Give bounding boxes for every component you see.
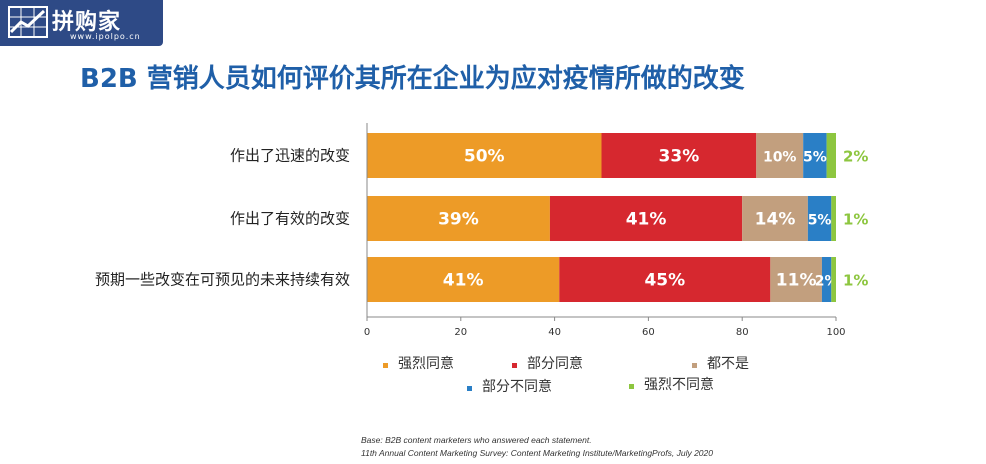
category-label: 预期一些改变在可预见的未来持续有效 [95,271,350,289]
logo-title: 拼购家 [52,10,122,35]
legend-label: 部分同意 [527,355,583,372]
legend-swatch [692,363,697,368]
data-label: 39% [438,210,479,230]
bar-segment [756,133,804,178]
data-label: 5% [803,150,827,166]
bar-segment [831,257,836,302]
data-label: 41% [443,271,484,291]
bar-segment [803,133,827,178]
chart-logo-icon [8,6,48,38]
data-label: 45% [644,271,685,291]
chart-title: B2B 营销人员如何评价其所在企业为应对疫情所做的改变 [80,64,745,94]
data-label: 5% [808,213,832,229]
bar-segment [807,196,832,241]
data-label: 50% [464,147,505,167]
legend-swatch [383,363,388,368]
bar-segment [367,196,550,241]
category-label: 作出了有效的改变 [230,210,350,228]
data-label: 14% [755,210,796,230]
legend-label: 强烈同意 [398,355,454,372]
x-tick-label: 40 [548,327,561,338]
bar-segment [559,257,771,302]
category-label: 作出了迅速的改变 [230,147,350,165]
bar-segment [367,257,560,302]
logo-url: www.ipolpo.cn [70,32,141,41]
bar-segment [826,133,836,178]
x-tick-label: 0 [364,327,370,338]
site-logo: 拼购家 www.ipolpo.cn [0,0,163,46]
data-label: 41% [626,210,667,230]
data-label: 1% [843,272,868,290]
legend-swatch [512,363,517,368]
legend-label: 部分不同意 [482,378,552,395]
legend-swatch [629,384,634,389]
legend-swatch [467,386,472,391]
bar-segment [831,196,836,241]
data-label: 33% [659,147,700,167]
legend-label: 都不是 [707,356,749,372]
footnote-source: 11th Annual Content Marketing Survey: Co… [361,448,713,458]
legend-label: 强烈不同意 [644,376,714,393]
data-label: 2% [843,148,868,166]
bar-segment [770,257,822,302]
bar-segment [742,196,808,241]
x-tick-label: 60 [642,327,655,338]
footnote-base: Base: B2B content marketers who answered… [361,435,592,445]
bar-segment [821,257,832,302]
x-tick-label: 20 [454,327,467,338]
data-label: 10% [763,150,797,166]
data-label: 1% [843,211,868,229]
footnote: Base: B2B content marketers who answered… [361,434,713,460]
bar-segment [549,196,743,241]
x-tick-label: 80 [736,327,749,338]
data-label: 11% [776,271,817,291]
bar-segment [601,133,757,178]
bar-segment [367,133,602,178]
x-tick-label: 100 [826,327,845,338]
